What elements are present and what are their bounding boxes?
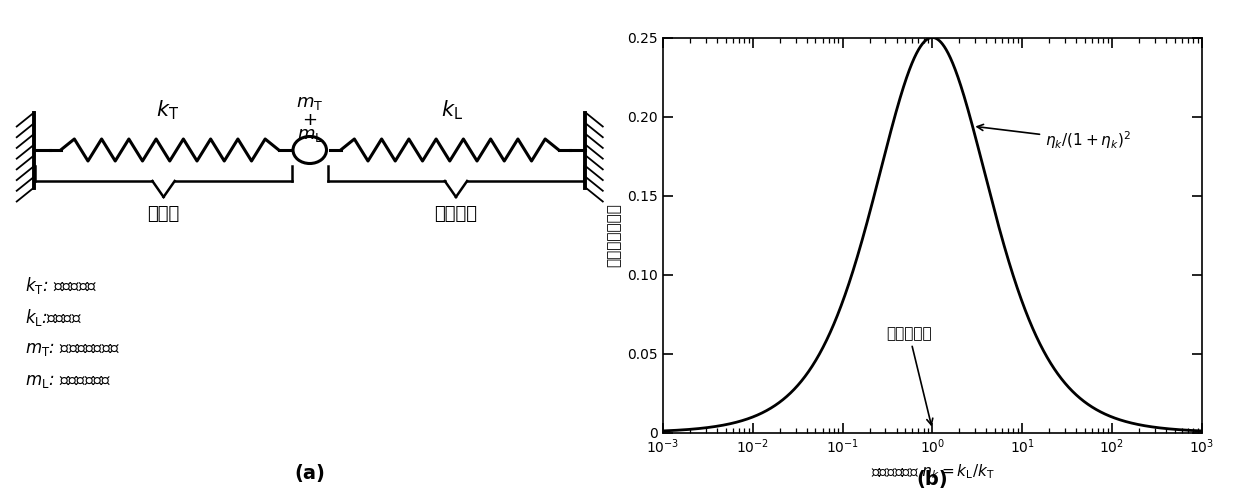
Text: $k_\mathrm{T}$: 驱动器刚度: $k_\mathrm{T}$: 驱动器刚度 — [25, 275, 97, 296]
Text: $m_\mathrm{T}$: 驱动器等效质量: $m_\mathrm{T}$: 驱动器等效质量 — [25, 340, 120, 358]
Text: $\eta_k/(1+\eta_k)^2$: $\eta_k/(1+\eta_k)^2$ — [978, 124, 1131, 151]
Text: (a): (a) — [295, 464, 325, 482]
Text: $k_\mathrm{T}$: $k_\mathrm{T}$ — [156, 99, 178, 122]
Text: $k_\mathrm{L}$:负载刚度: $k_\mathrm{L}$:负载刚度 — [25, 308, 82, 328]
Text: $m_\mathrm{T}$: $m_\mathrm{T}$ — [296, 94, 323, 112]
Text: +: + — [302, 111, 317, 129]
Text: $k_\mathrm{L}$: $k_\mathrm{L}$ — [441, 99, 463, 122]
Text: 刚度匹配点: 刚度匹配点 — [886, 326, 933, 425]
Text: (b): (b) — [916, 470, 948, 489]
Text: $m_\mathrm{L}$: 负载等效质量: $m_\mathrm{L}$: 负载等效质量 — [25, 372, 112, 390]
Text: 机械负载: 机械负载 — [435, 204, 477, 222]
Text: $m_\mathrm{L}$: $m_\mathrm{L}$ — [296, 126, 323, 144]
Y-axis label: 机械能传递效率: 机械能传递效率 — [607, 203, 622, 267]
Text: 驱动器: 驱动器 — [147, 204, 180, 222]
X-axis label: 刚度匹配系数 $\eta_k = k_\mathrm{L}/k_\mathrm{T}$: 刚度匹配系数 $\eta_k = k_\mathrm{L}/k_\mathrm{… — [871, 462, 994, 480]
